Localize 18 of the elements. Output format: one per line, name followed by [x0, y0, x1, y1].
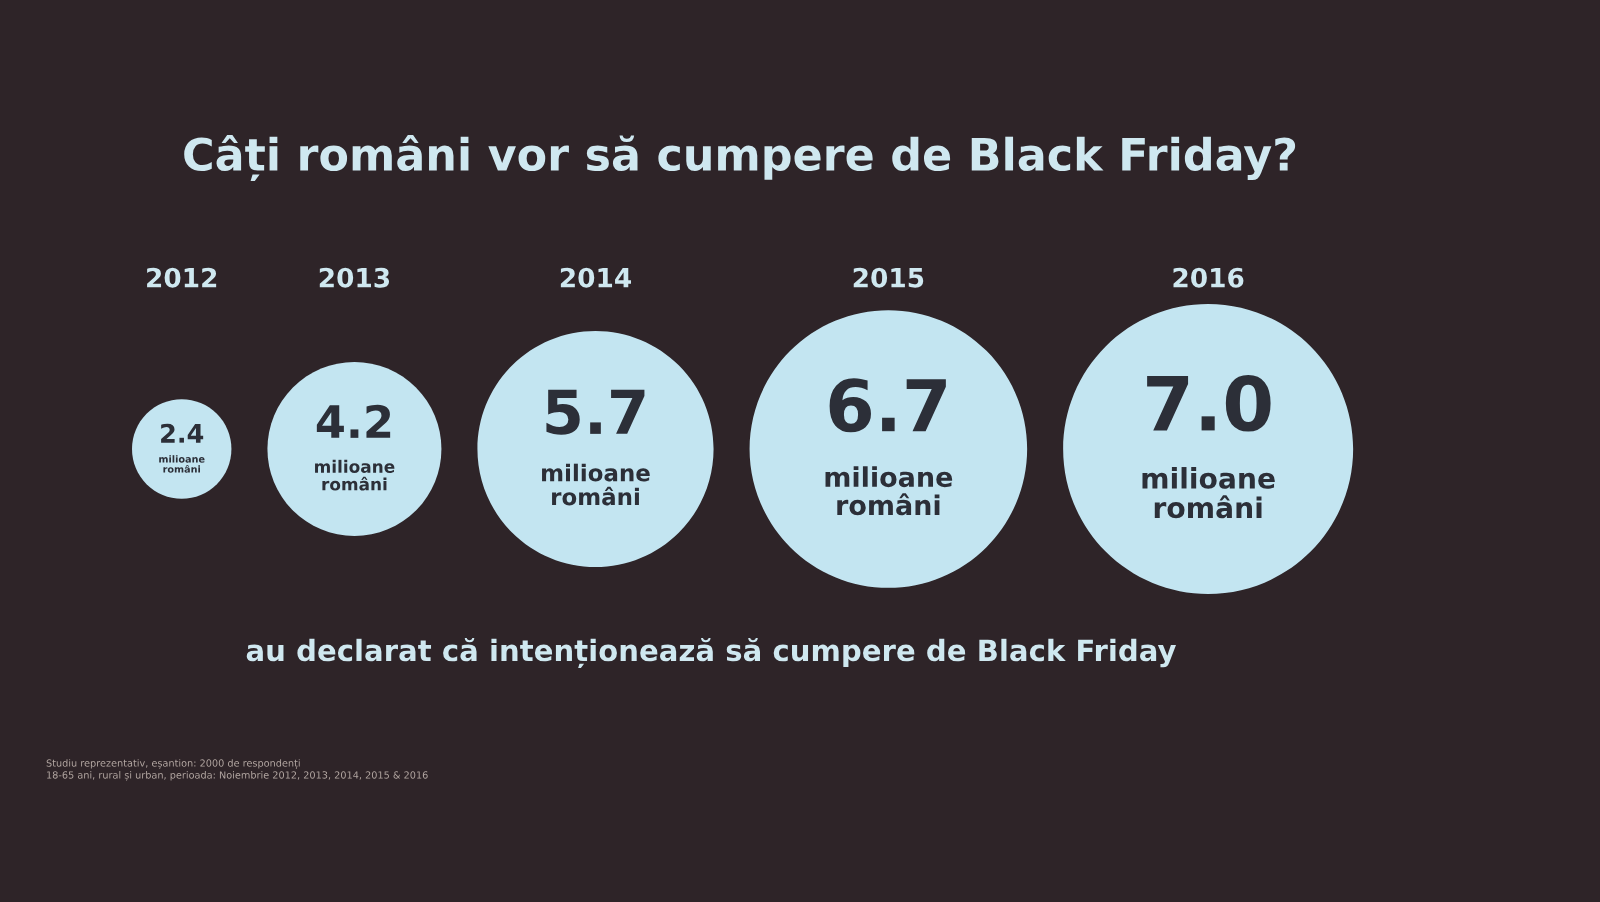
- text: Studiu reprezentativ, eșantion: 2000 de respondenți 18-65 ani, rural și urban, perioada: Noiembrie 2012, 2013, 2014, 2015 & 2016: [46, 759, 428, 781]
- category-label: 2015: [853, 267, 924, 288]
- category-label: 2016: [1173, 267, 1244, 288]
- data-label: 5.7: [546, 389, 645, 435]
- data-label: 2.4: [161, 423, 204, 443]
- text: milioane români: [159, 455, 205, 473]
- text: milioane români: [315, 459, 395, 491]
- data-label: 6.7: [829, 378, 946, 433]
- text: au declarat că intenționează să cumpere de Black Friday: [246, 638, 1177, 668]
- text: milioane români: [1142, 467, 1275, 519]
- category-label: 2013: [319, 267, 390, 288]
- category-label: 2012: [147, 267, 217, 288]
- data-label: 7.0: [1147, 375, 1271, 432]
- text: Câți români vor să cumpere de Black Friday?: [184, 134, 1296, 182]
- category-label: 2014: [560, 267, 632, 288]
- data-label: 4.2: [316, 404, 391, 438]
- text: milioane români: [542, 463, 650, 506]
- text: milioane români: [825, 466, 953, 516]
